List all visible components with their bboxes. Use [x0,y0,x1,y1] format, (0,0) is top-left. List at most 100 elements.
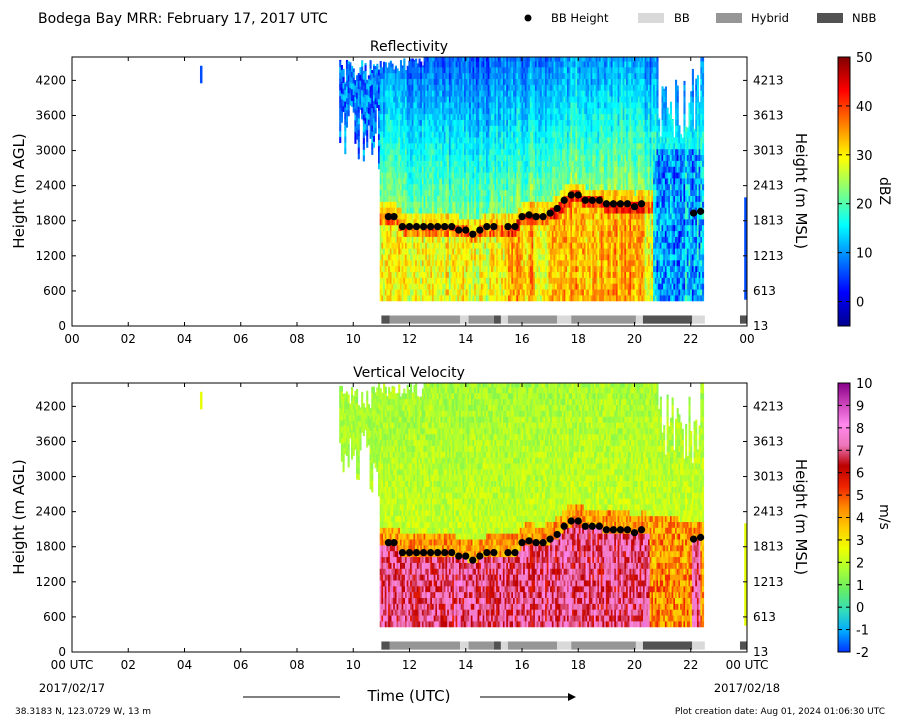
field-cell [391,218,394,226]
field-cell [507,289,511,296]
field-cell [502,96,505,103]
field-cell [487,61,490,68]
field-cell [518,107,521,115]
field-cell [383,137,386,144]
field-cell [470,172,473,179]
field-cell [445,213,448,220]
field-cell [438,61,441,68]
field-cell [538,102,541,109]
field-cell [401,242,404,249]
field-cell [484,271,487,278]
field-cell [420,295,423,302]
field-cell [425,113,428,120]
field-cell [396,248,399,255]
field-cell [489,254,492,261]
field-cell [546,172,549,179]
field-cell [453,166,457,173]
field-cell [486,254,489,261]
field-cell [514,295,517,302]
field-cell [423,254,426,261]
field-cell [563,102,566,109]
field-cell [349,64,352,71]
field-cell [501,295,504,302]
field-cell [430,96,433,103]
field-cell [450,72,453,80]
field-cell [548,107,551,115]
field-cell [445,277,448,284]
field-cell [388,172,391,179]
field-cell [480,248,484,255]
field-cell [421,166,424,173]
field-cell [484,102,487,109]
field-cell [489,148,492,156]
field-cell [410,160,413,167]
field-cell [534,259,538,267]
field-cell [450,218,453,226]
field-cell [555,242,558,249]
field-cell [465,66,468,74]
field-cell [455,172,458,179]
field-cell [484,201,487,208]
field-cell [565,142,568,150]
field-cell [437,259,440,267]
field-cell [389,248,392,255]
field-cell [550,96,553,103]
field-cell [379,213,382,220]
field-cell [396,277,399,284]
field-cell [529,265,532,273]
field-cell [555,119,558,126]
field-cell [470,259,473,267]
field-cell [506,254,509,261]
field-cell [534,142,538,150]
field-cell [344,83,347,90]
field-cell [421,113,424,120]
field-cell [354,125,357,133]
field-cell [362,114,365,121]
field-cell [460,242,463,249]
field-cell [514,195,517,202]
field-cell [447,107,450,115]
field-cell [398,277,401,284]
field-cell [391,90,394,97]
field-cell [501,259,504,267]
field-cell [426,137,430,144]
field-cell [497,213,500,220]
field-cell [455,178,458,185]
field-cell [413,236,416,243]
field-cell [529,183,532,191]
field-cell [518,57,521,62]
field-cell [411,58,414,62]
field-cell [349,93,352,100]
field-cell [440,66,443,74]
field-cell [482,254,485,261]
field-cell [460,178,463,185]
field-cell [442,125,445,132]
field-cell [513,172,516,179]
field-cell [394,218,397,226]
field-cell [501,113,504,120]
field-cell [528,96,531,103]
field-cell [494,242,497,249]
field-cell [433,125,436,132]
field-cell [543,119,546,126]
field-cell [442,265,445,273]
field-cell [433,160,436,167]
field-cell [469,142,472,150]
field-cell [548,119,551,126]
field-cell [426,295,430,302]
field-cell [501,218,504,226]
field-cell [560,259,563,267]
field-cell [401,142,404,150]
field-cell [442,236,445,243]
field-cell [489,271,492,278]
field-cell [560,131,563,138]
field-cell [491,259,494,267]
field-cell [556,271,559,278]
field-cell [420,131,423,138]
field-cell [548,236,551,243]
field-cell [560,271,563,278]
field-cell [521,78,524,85]
field-cell [516,248,519,255]
field-cell [480,178,484,185]
field-cell [403,271,406,278]
